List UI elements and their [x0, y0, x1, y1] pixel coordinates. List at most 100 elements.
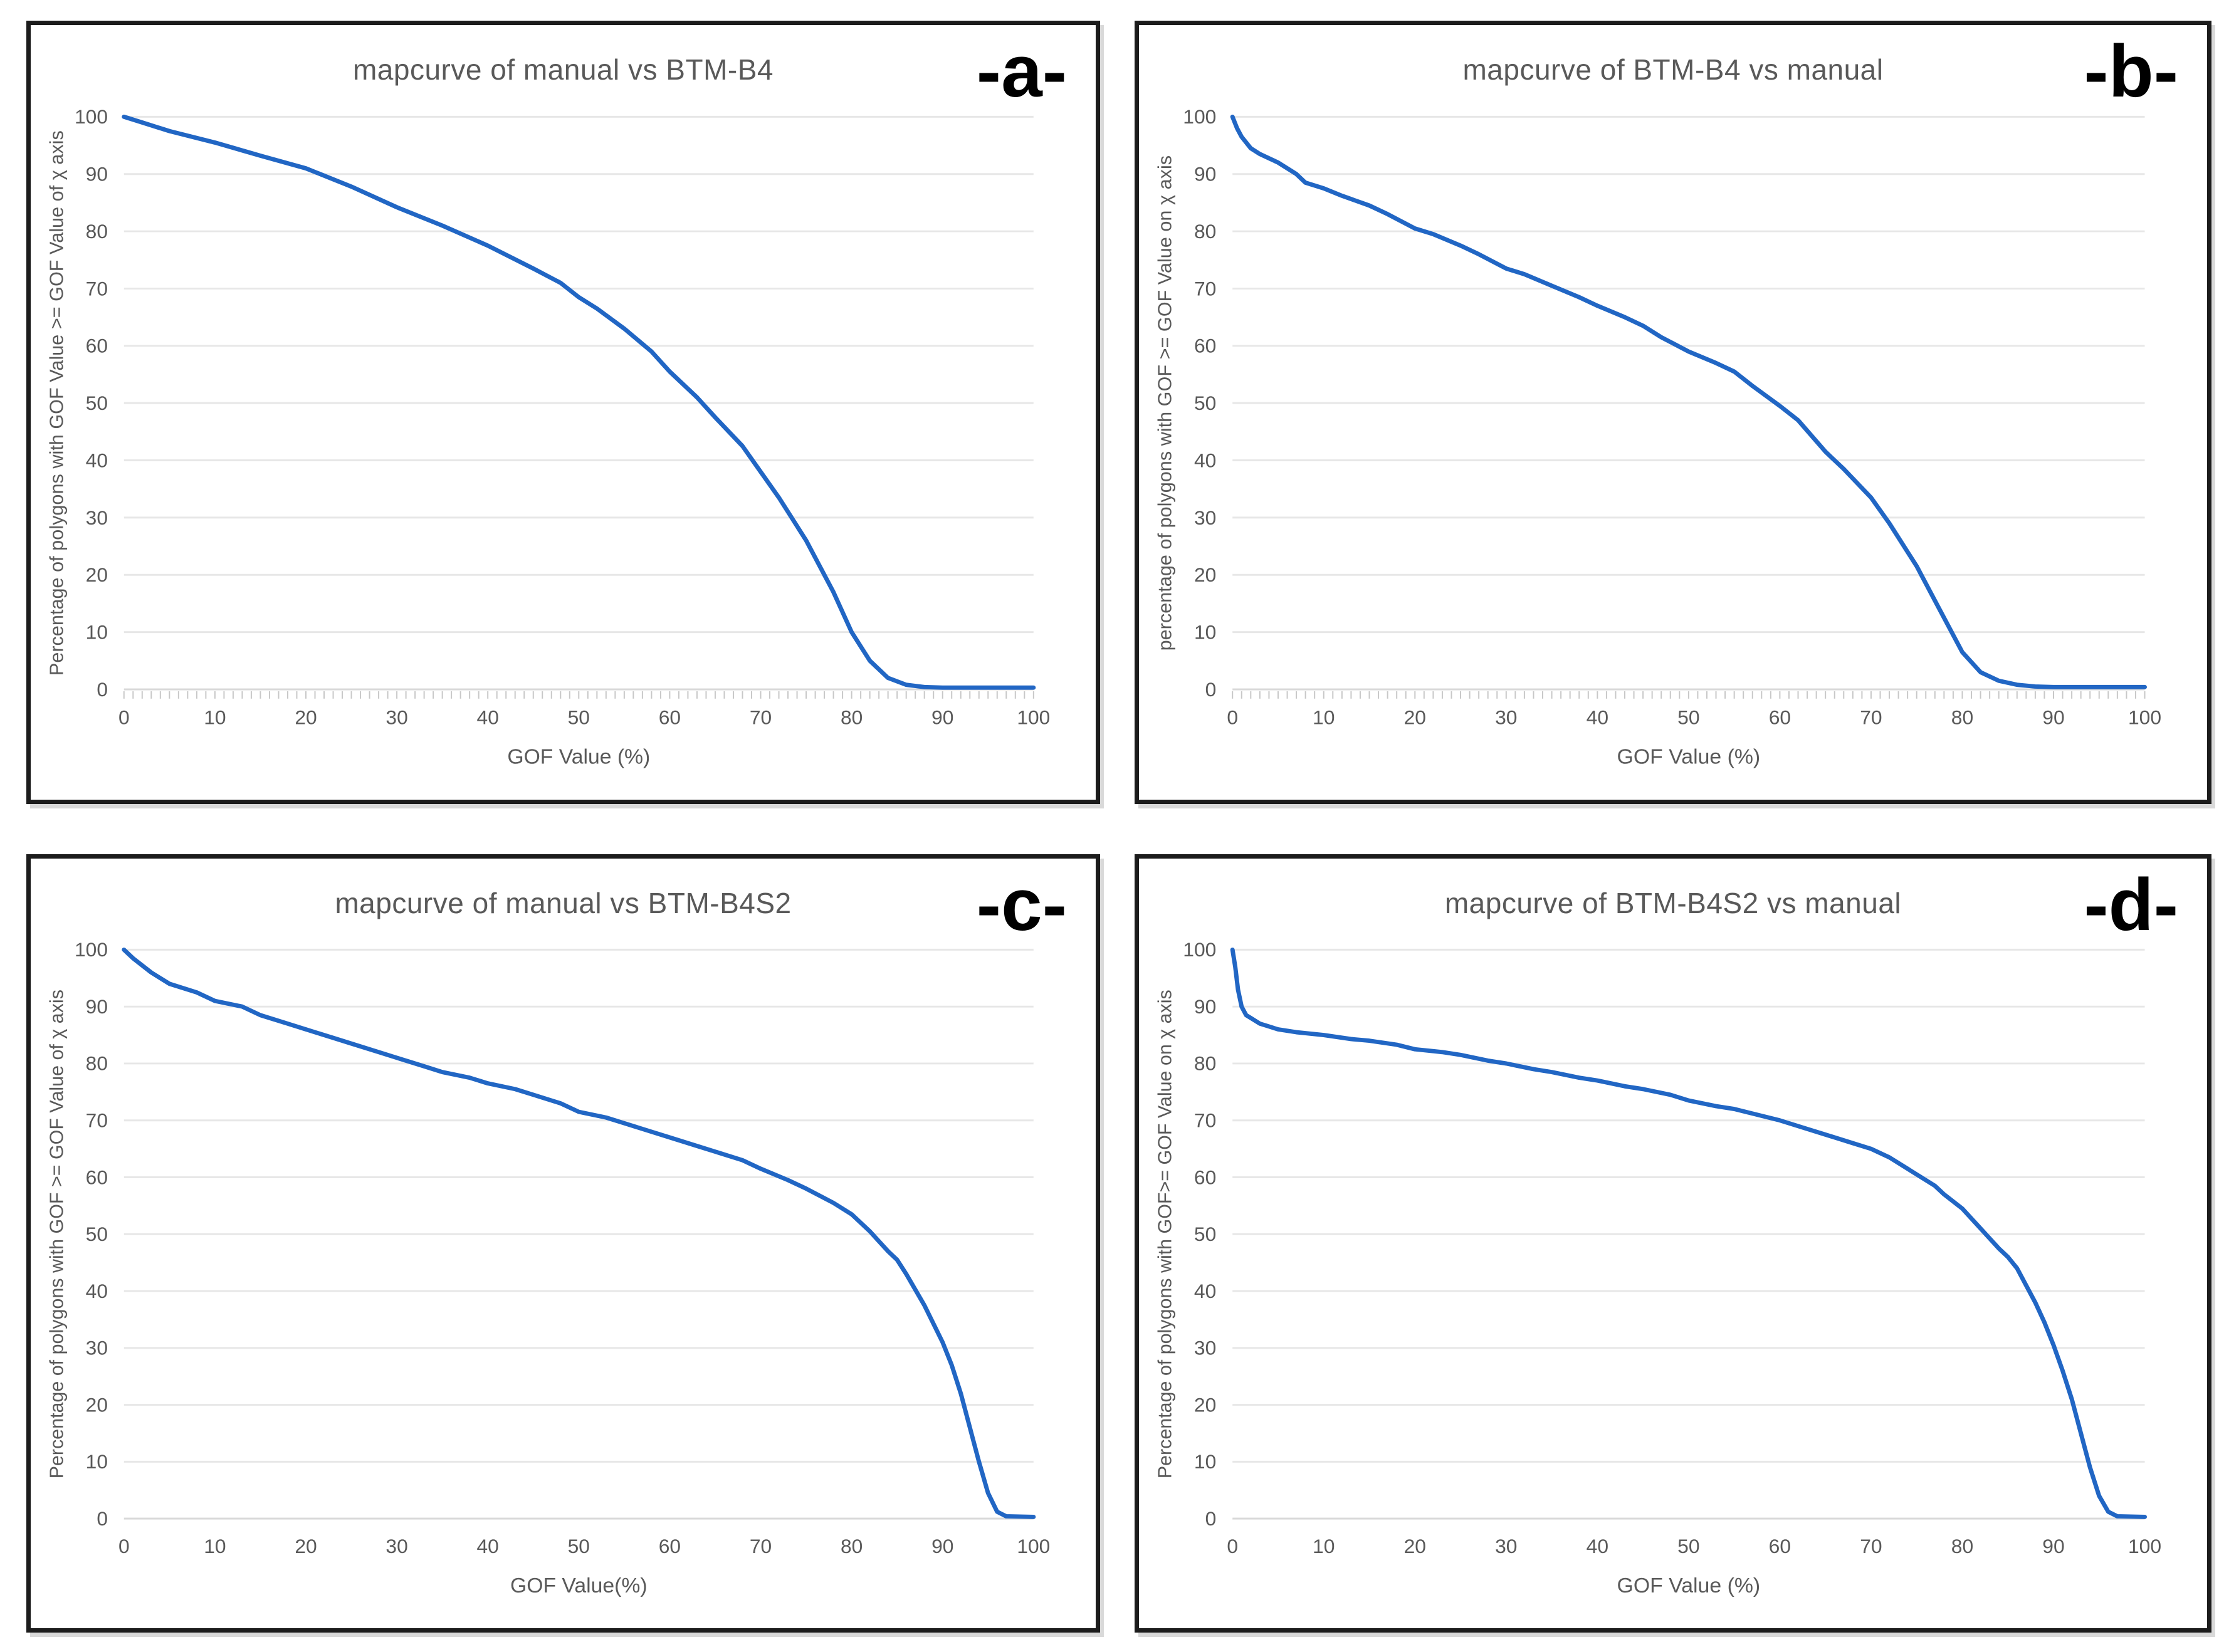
line-chart: 0 10 20 30 40 50 60 70 80 90 100 0 10 20 30 40 50 60 70 80 9…	[1154, 105, 2161, 768]
chart-panel-d: mapcurve of BTM-B4S2 vs manual -d- 0 10 20…	[1135, 854, 2211, 1633]
x-tick-label: 70	[750, 706, 772, 728]
y-tick-label: 40	[86, 1280, 108, 1302]
y-tick-label: 60	[1194, 335, 1216, 357]
y-tick-label: 90	[1194, 163, 1216, 186]
y-tick-label: 30	[1194, 506, 1216, 529]
y-axis-label: percentage of polygons with GOF >= GOF V…	[1154, 155, 1176, 651]
y-tick-label: 40	[1194, 449, 1216, 471]
y-tick-label: 0	[1205, 678, 1217, 701]
x-tick-label: 50	[568, 1535, 590, 1557]
y-tick-label: 100	[1183, 938, 1216, 961]
y-tick-label: 30	[1194, 1337, 1216, 1359]
y-tick-label: 100	[1183, 105, 1216, 128]
y-tick-label: 100	[75, 938, 108, 961]
x-axis-label: GOF Value (%)	[507, 746, 650, 769]
x-tick-label: 70	[1860, 1535, 1882, 1557]
x-tick-label: 80	[1951, 1535, 1973, 1557]
x-tick-label: 90	[2042, 1535, 2064, 1557]
y-tick-label: 100	[75, 105, 108, 128]
line-chart: 0 10 20 30 40 50 60 70 80 90 100 0 10 20 30 40 50 60 70 80 9…	[46, 105, 1051, 769]
x-tick-label: 90	[931, 1535, 953, 1557]
x-tick-label: 30	[386, 706, 407, 728]
curve-path	[1230, 947, 2148, 1519]
y-tick-label: 50	[86, 1223, 108, 1245]
x-tick-label: 40	[1587, 706, 1608, 728]
y-tick-label: 70	[86, 1109, 108, 1132]
y-axis-label: Percentage of polygons with GOF Value >=…	[46, 130, 68, 676]
x-tick-label: 60	[1769, 706, 1791, 728]
x-tick-label: 100	[1017, 1535, 1050, 1557]
panel-label-d: -d-	[2084, 864, 2178, 946]
y-tick-label: 50	[1194, 392, 1216, 414]
x-tick-label: 60	[1769, 1535, 1791, 1557]
y-tick-label: 10	[1194, 1450, 1216, 1473]
y-tick-label: 10	[1194, 621, 1216, 644]
x-tick-label: 80	[841, 1535, 863, 1557]
x-tick-label: 100	[1017, 706, 1050, 728]
x-tick-label: 80	[1951, 706, 1973, 728]
y-tick-label: 20	[1194, 1394, 1216, 1416]
y-tick-label: 20	[1194, 563, 1216, 586]
x-tick-label: 10	[204, 1535, 226, 1557]
curve-path	[1230, 114, 2148, 689]
x-axis-label: GOF Value(%)	[510, 1574, 648, 1597]
x-tick-label: 100	[2128, 1535, 2161, 1557]
x-tick-label: 10	[1313, 1535, 1335, 1557]
y-tick-label: 80	[1194, 1052, 1216, 1075]
x-tick-label: 80	[841, 706, 863, 728]
x-tick-label: 60	[659, 1535, 681, 1557]
chart-title: mapcurve of manual vs BTM-B4S2	[335, 887, 792, 919]
x-tick-label: 0	[1227, 1535, 1238, 1557]
y-tick-label: 70	[1194, 277, 1216, 300]
y-tick-label: 0	[97, 678, 108, 701]
y-tick-label: 20	[86, 1394, 108, 1416]
y-tick-label: 70	[86, 277, 108, 300]
y-tick-label: 80	[1194, 220, 1216, 243]
x-tick-label: 10	[1313, 706, 1335, 728]
panel-label-b: -b-	[2084, 30, 2178, 113]
x-tick-label: 30	[386, 1535, 407, 1557]
y-tick-label: 50	[86, 392, 108, 414]
y-tick-label: 0	[97, 1507, 108, 1530]
x-tick-label: 60	[659, 706, 681, 728]
x-tick-label: 20	[1404, 706, 1426, 728]
x-tick-label: 90	[2042, 706, 2064, 728]
x-tick-label: 40	[477, 1535, 499, 1557]
y-axis-label: Percentage of polygons with GOF >= GOF V…	[46, 990, 67, 1478]
y-tick-label: 80	[86, 1052, 108, 1075]
line-chart: 0 10 20 30 40 50 60 70 80 90 100 0 10 20 30 40 50 60 70 80 9…	[46, 938, 1050, 1597]
curve-path	[122, 114, 1036, 690]
x-tick-label: 0	[118, 1535, 130, 1557]
y-tick-label: 40	[1194, 1280, 1216, 1302]
y-tick-label: 30	[86, 1337, 108, 1359]
chart-panel-b: mapcurve of BTM-B4 vs manual -b- 0 10 20 30…	[1135, 21, 2211, 804]
x-tick-label: 50	[568, 706, 590, 728]
panel-label-c: -c-	[976, 864, 1067, 946]
curve-path	[122, 947, 1036, 1519]
y-tick-label: 60	[1194, 1166, 1216, 1188]
y-tick-label: 30	[86, 506, 108, 529]
x-tick-label: 30	[1495, 706, 1517, 728]
y-tick-label: 50	[1194, 1223, 1216, 1245]
y-tick-label: 60	[86, 1166, 108, 1188]
y-tick-label: 90	[86, 163, 108, 186]
y-tick-label: 10	[86, 621, 108, 644]
chart-panel-a: mapcurve of manual vs BTM-B4 -a- 0 10 20 30…	[26, 21, 1100, 804]
y-axis-label: Percentage of polygons with GOF>= GOF Va…	[1155, 990, 1176, 1478]
x-tick-label: 20	[295, 706, 317, 728]
x-tick-label: 0	[1227, 706, 1238, 728]
x-tick-label: 0	[118, 706, 130, 728]
x-tick-label: 40	[1587, 1535, 1608, 1557]
x-tick-label: 20	[295, 1535, 317, 1557]
y-tick-label: 90	[1194, 995, 1216, 1018]
y-tick-label: 60	[86, 335, 108, 357]
y-tick-label: 40	[86, 449, 108, 471]
x-axis-label: GOF Value (%)	[1617, 1574, 1761, 1597]
x-tick-label: 70	[750, 1535, 772, 1557]
x-tick-label: 40	[477, 706, 499, 728]
chart-title: mapcurve of manual vs BTM-B4	[352, 53, 774, 86]
x-tick-label: 30	[1495, 1535, 1517, 1557]
y-tick-label: 90	[86, 995, 108, 1018]
y-tick-label: 80	[86, 220, 108, 243]
